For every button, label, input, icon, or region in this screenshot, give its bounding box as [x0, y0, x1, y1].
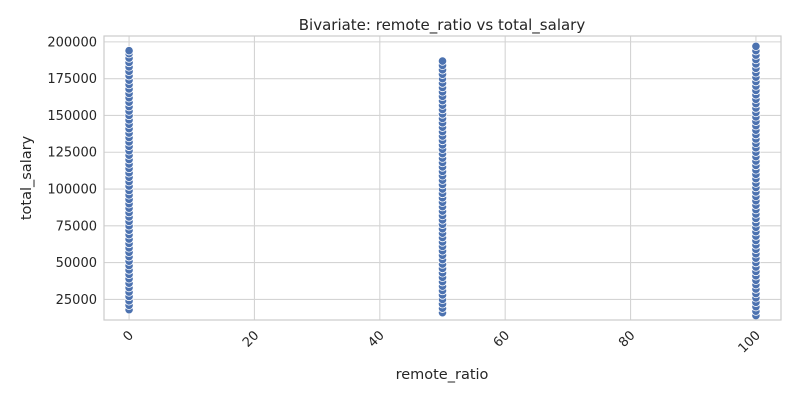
y-tick-label: 100000 [47, 183, 97, 198]
y-tick-label: 50000 [56, 256, 97, 271]
x-tick-label: 80 [616, 328, 638, 350]
y-tick-label: 25000 [56, 293, 97, 308]
chart-title: Bivariate: remote_ratio vs total_salary [299, 16, 586, 35]
x-axis-label: remote_ratio [396, 367, 489, 383]
points-layer [124, 41, 761, 321]
data-point [437, 56, 448, 66]
ticks-layer: 0 20 40 60 80 100 25000 50000 75000 100000 125000 1… [47, 35, 763, 356]
y-tick-label: 75000 [56, 219, 97, 234]
x-tick-label: 40 [365, 328, 387, 350]
data-point [124, 46, 134, 56]
data-point [751, 41, 761, 51]
x-tick-label: 100 [736, 328, 764, 356]
y-tick-label: 125000 [47, 146, 97, 161]
y-tick-label: 200000 [47, 35, 97, 50]
y-tick-label: 150000 [47, 109, 97, 124]
x-tick-label: 0 [120, 328, 136, 344]
x-tick-label: 60 [491, 328, 513, 350]
y-tick-label: 175000 [47, 72, 97, 87]
plot-frame [103, 35, 782, 321]
y-axis-label: total_salary [19, 135, 35, 220]
x-tick-label: 20 [240, 328, 262, 350]
